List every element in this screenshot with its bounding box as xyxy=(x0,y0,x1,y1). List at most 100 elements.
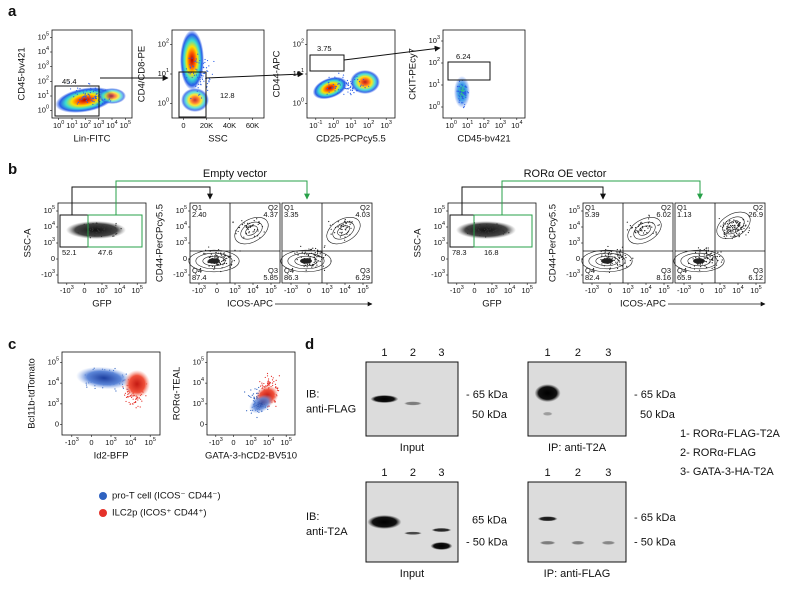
density xyxy=(98,88,126,104)
event-dot xyxy=(617,264,619,266)
tick-base: -10 xyxy=(209,438,220,447)
event-dot xyxy=(487,233,489,236)
event-dot xyxy=(95,93,97,95)
gate-percentage: 78.3 xyxy=(452,248,467,257)
event-dot xyxy=(189,73,191,75)
event-dot xyxy=(698,253,700,255)
event-dot xyxy=(640,229,643,231)
event-dot xyxy=(267,378,270,380)
event-dot xyxy=(208,81,210,83)
tick-label: 105 xyxy=(658,285,669,295)
y-axis-label: CD44-APC xyxy=(272,50,283,97)
contour xyxy=(245,225,258,236)
event-dot xyxy=(486,223,488,226)
x-axis-label: CD25-PCPcy5.5 xyxy=(316,134,386,145)
event-dot xyxy=(82,90,84,92)
lane-legend: 2- RORα-FLAG xyxy=(680,447,756,459)
event-dot xyxy=(463,88,465,90)
event-dot xyxy=(73,96,75,98)
tick-exponent: 5 xyxy=(667,285,670,291)
event-dot xyxy=(254,388,256,390)
size-marker: - 50 kDa xyxy=(466,537,508,549)
tick-base: 10 xyxy=(339,286,347,295)
event-dot xyxy=(98,230,100,232)
event-dot xyxy=(345,81,347,84)
event-dot xyxy=(619,249,621,251)
event-dot xyxy=(733,227,736,229)
tick-base: 10 xyxy=(105,438,113,447)
tick-exponent: -1 xyxy=(318,120,323,126)
tick-label: 104 xyxy=(48,378,59,388)
event-dot xyxy=(733,234,735,236)
contour xyxy=(208,258,220,264)
tick-exponent: 2 xyxy=(487,120,490,126)
gate xyxy=(87,214,143,248)
event-dot xyxy=(607,254,610,256)
event-dot xyxy=(97,228,99,230)
event-dot xyxy=(191,76,193,79)
event-dot xyxy=(185,68,188,70)
event-dot xyxy=(199,60,201,62)
tick-base: 10 xyxy=(114,286,122,295)
event-dot xyxy=(492,230,495,233)
event-dot xyxy=(214,265,216,268)
event-dot xyxy=(502,229,504,232)
event-dot xyxy=(345,229,347,231)
event-dot xyxy=(199,77,201,79)
panel-letter: b xyxy=(8,161,17,178)
event-dot xyxy=(114,227,116,229)
tick-base: 10 xyxy=(486,286,494,295)
event-dot xyxy=(346,233,348,235)
event-dot xyxy=(709,256,711,258)
tick-label: 103 xyxy=(176,237,187,247)
event-dot xyxy=(314,254,316,257)
size-marker: - 65 kDa xyxy=(634,389,676,401)
tick-base: 10 xyxy=(478,121,486,130)
quadrant-percentage: 6.02 xyxy=(656,210,671,219)
event-dot xyxy=(230,255,232,257)
quadrant-name: Q1 xyxy=(192,203,202,212)
event-dot xyxy=(307,255,310,257)
contour xyxy=(240,221,263,240)
event-dot xyxy=(490,232,492,235)
tick-exponent: 3 xyxy=(52,237,55,243)
event-dot xyxy=(500,226,502,228)
tick-base: 10 xyxy=(229,286,237,295)
event-dot xyxy=(191,57,193,59)
tick-base: 10 xyxy=(106,121,114,130)
event-dot xyxy=(269,381,271,384)
quadrant-name: Q1 xyxy=(677,203,687,212)
event-dot xyxy=(738,235,741,237)
event-dot xyxy=(86,101,89,103)
tick-label: 105 xyxy=(44,205,55,215)
event-dot xyxy=(345,227,347,229)
event-dot xyxy=(195,60,197,62)
event-dot xyxy=(106,226,108,228)
event-dot xyxy=(357,79,359,81)
event-dot xyxy=(720,225,722,227)
event-dot xyxy=(306,263,309,265)
tick-label: 100 xyxy=(38,105,49,115)
quadrant-percentage: 5.39 xyxy=(585,210,600,219)
event-dot xyxy=(110,228,112,230)
tick-exponent: 1 xyxy=(437,79,440,85)
event-dot xyxy=(462,97,464,100)
event-dot xyxy=(338,79,340,81)
event-dot xyxy=(463,94,466,96)
event-dot xyxy=(108,98,110,100)
tick-label: 0 xyxy=(181,121,185,130)
event-dot xyxy=(503,230,505,233)
event-dot xyxy=(132,398,134,400)
event-dot xyxy=(605,248,607,251)
event-dot xyxy=(198,62,200,64)
tick-label: 103 xyxy=(48,398,59,408)
event-dot xyxy=(350,80,352,83)
event-dot xyxy=(254,228,256,231)
tick-exponent: 3 xyxy=(442,237,445,243)
tick-base: 10 xyxy=(750,286,758,295)
event-dot xyxy=(266,382,269,384)
tick-label: 101 xyxy=(429,79,440,89)
event-dot xyxy=(319,260,321,262)
blot-band xyxy=(370,395,399,403)
